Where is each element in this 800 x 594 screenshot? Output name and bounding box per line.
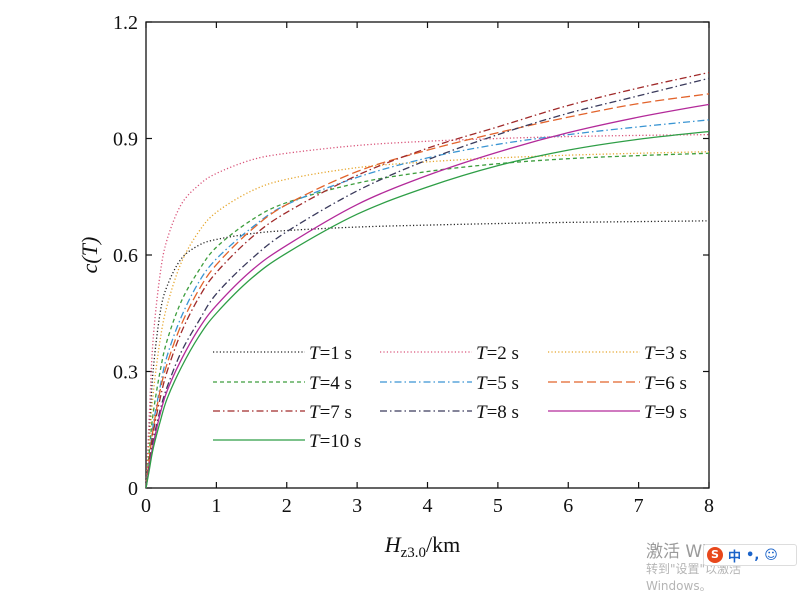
axis-ticks: 0 1 2 3 4 5 6 7 8 0 0.3 0.6 0.9 1.2 (113, 12, 714, 517)
x-tick-label: 3 (352, 495, 362, 517)
y-tick-label: 1.2 (113, 12, 138, 34)
x-tick-label: 7 (634, 495, 644, 517)
legend-label: T=10 s (309, 431, 361, 452)
legend-label: T=4 s (309, 373, 352, 394)
legend-label: T=3 s (644, 343, 687, 364)
y-tick-label: 0.6 (113, 245, 138, 267)
series-line-8 (145, 77, 710, 489)
x-tick-label: 5 (493, 495, 503, 517)
series-layer (145, 71, 710, 489)
ime-toolbar[interactable]: S 中 •, ☺ (703, 544, 797, 566)
legend-label: T=6 s (644, 373, 687, 394)
x-tick-label: 6 (563, 495, 573, 517)
legend: T=1 s T=2 s T=3 s T=4 s T=5 s T=6 s T=7 s T=8 s… (213, 343, 687, 452)
legend-label: T=7 s (309, 402, 352, 423)
line-chart: 0 1 2 3 4 5 6 7 800.30.60.91.2 T=1 s T=2 s T=3 sT=… (77, 12, 714, 561)
series-line-6 (145, 93, 710, 489)
series-line-7 (145, 71, 710, 489)
series-line-1 (145, 220, 710, 489)
ime-logo-icon[interactable]: S (707, 547, 723, 563)
ime-emoji-icon[interactable]: ☺ (764, 547, 778, 563)
y-tick-label: 0.9 (113, 129, 138, 151)
series-line-10 (145, 130, 710, 489)
x-axis-title: Hz3.0/km (384, 532, 461, 561)
series-line-2 (145, 133, 710, 489)
legend-label: T=9 s (644, 402, 687, 423)
x-tick-label: 0 (141, 495, 151, 517)
y-tick-label: 0.3 (113, 362, 138, 384)
legend-label: T=8 s (476, 402, 519, 423)
ime-punctuation-toggle[interactable]: •, (746, 547, 760, 563)
y-tick-label: 0 (128, 478, 138, 500)
legend-label: T=1 s (309, 343, 352, 364)
series-line-4 (145, 152, 710, 489)
y-axis-title: c(T) (77, 237, 102, 274)
legend-label: T=5 s (476, 373, 519, 394)
x-tick-label: 2 (282, 495, 292, 517)
ime-language-toggle[interactable]: 中 (728, 549, 742, 565)
axis-titles: c(T) Hz3.0/km (77, 237, 460, 561)
series-line-9 (145, 103, 710, 489)
x-tick-label: 4 (423, 495, 433, 517)
series-line-3 (145, 151, 710, 489)
x-tick-label: 8 (704, 495, 714, 517)
series-line-5 (145, 119, 710, 489)
x-tick-label: 1 (211, 495, 221, 517)
legend-label: T=2 s (476, 343, 519, 364)
